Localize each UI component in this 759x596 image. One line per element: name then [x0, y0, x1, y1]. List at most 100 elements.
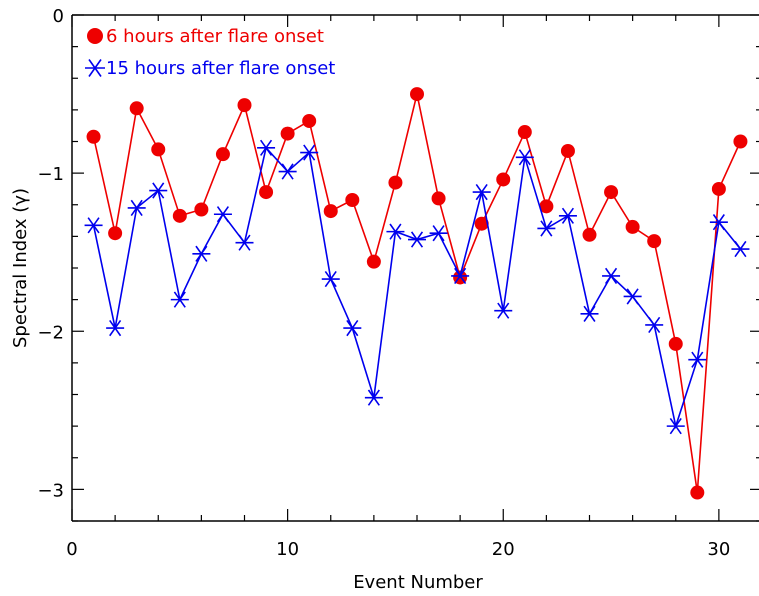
y-tick-label: 0 [53, 6, 64, 27]
series-layer [84, 87, 750, 500]
data-point [647, 234, 662, 249]
marker-stroke [367, 389, 380, 406]
legend-marker [85, 59, 105, 77]
marker-stroke [540, 220, 553, 237]
data-point [106, 319, 125, 337]
marker-stroke [410, 231, 424, 248]
data-point [645, 316, 664, 334]
data-point [213, 206, 232, 223]
marker-stroke [691, 351, 704, 368]
data-point [172, 208, 187, 223]
data-point [496, 172, 511, 187]
data-point [560, 143, 575, 158]
marker-stroke [712, 214, 725, 231]
data-point [711, 181, 726, 196]
marker-stroke [518, 149, 531, 166]
data-point [431, 191, 446, 206]
data-point [278, 163, 297, 180]
marker-stroke [88, 59, 102, 77]
marker-stroke [324, 270, 337, 288]
data-point [366, 254, 381, 269]
data-point [257, 139, 276, 156]
series-line [92, 146, 742, 430]
x-tick-label: 20 [492, 539, 515, 560]
data-point [582, 227, 597, 242]
data-point [343, 319, 362, 337]
data-point [321, 270, 340, 288]
series-2 [84, 139, 750, 435]
marker-stroke [626, 288, 639, 305]
data-point [129, 101, 144, 116]
data-point [709, 214, 728, 231]
data-point [127, 199, 146, 217]
marker-stroke [669, 418, 682, 435]
data-point [194, 202, 209, 217]
data-point [192, 245, 211, 262]
data-point [539, 199, 554, 214]
data-point [149, 182, 168, 199]
data-point [537, 220, 556, 237]
marker-stroke [346, 319, 359, 337]
data-point [323, 204, 338, 219]
legend-label: 15 hours after flare onset [106, 58, 335, 79]
marker-stroke [605, 267, 618, 285]
data-point [623, 288, 642, 305]
series-1 [86, 87, 748, 500]
marker-stroke [475, 183, 488, 201]
data-point [668, 336, 683, 351]
marker-stroke [734, 240, 747, 258]
data-point [602, 267, 621, 285]
marker-stroke [173, 291, 186, 308]
data-point [410, 87, 424, 102]
marker-stroke [454, 267, 467, 285]
data-point [364, 389, 383, 406]
axis-ticks: 0 10 20 30 0 −1 −2 −3 [37, 6, 759, 560]
data-point [731, 240, 750, 258]
marker-stroke [195, 245, 208, 262]
data-point [170, 291, 189, 308]
y-tick-label: −1 [37, 164, 64, 185]
data-point [237, 98, 252, 113]
x-tick-label: 0 [66, 539, 77, 560]
data-point [604, 185, 619, 200]
legend-marker [87, 28, 103, 44]
data-point [688, 351, 707, 368]
marker-stroke [432, 225, 445, 242]
data-point [580, 305, 599, 322]
data-point [517, 125, 532, 140]
data-point [235, 234, 254, 251]
data-point [733, 134, 748, 149]
y-axis-title: Spectral Index (γ) [10, 188, 31, 348]
data-point [345, 193, 360, 208]
data-point [472, 183, 491, 201]
data-point [300, 144, 319, 161]
data-point [388, 175, 403, 190]
data-point [625, 219, 640, 234]
marker-stroke [583, 305, 596, 322]
data-point [494, 302, 513, 319]
y-tick-label: −3 [37, 480, 64, 501]
data-point [408, 231, 426, 248]
data-point [451, 267, 470, 285]
marker-stroke [303, 144, 316, 161]
marker-stroke [561, 207, 574, 224]
legend: 6 hours after flare onset 15 hours after … [85, 26, 335, 79]
data-point [558, 207, 577, 224]
marker-stroke [281, 163, 294, 180]
marker-stroke [648, 316, 661, 334]
marker-stroke [260, 139, 273, 156]
marker-stroke [130, 199, 143, 217]
series-line [92, 93, 742, 493]
y-tick-label: −2 [37, 322, 64, 343]
data-point [86, 129, 101, 144]
marker-stroke [216, 206, 229, 223]
data-point [386, 223, 405, 240]
marker-stroke [497, 302, 510, 319]
x-axis-title: Event Number [353, 572, 483, 593]
marker-stroke [152, 182, 165, 199]
marker-stroke [238, 234, 251, 251]
data-point [151, 142, 166, 157]
data-point [84, 217, 103, 234]
data-point [429, 225, 448, 242]
data-point [302, 113, 317, 128]
